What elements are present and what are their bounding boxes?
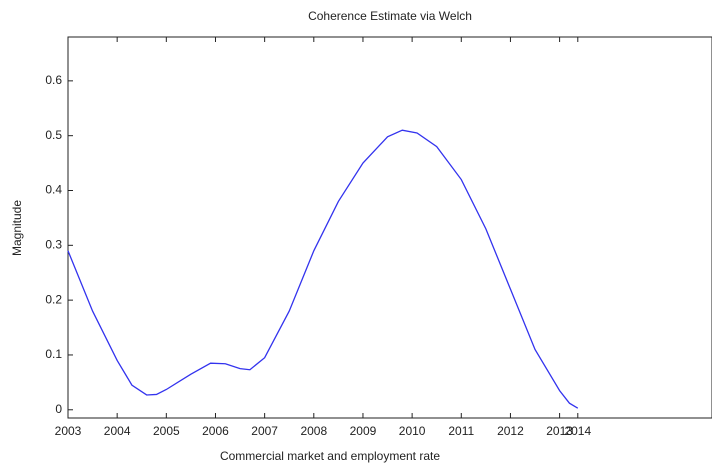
y-tick-label: 0.4 xyxy=(45,183,62,197)
y-tick-label: 0.2 xyxy=(45,292,62,306)
x-tick-label: 2006 xyxy=(202,424,229,438)
x-tick-label: 2011 xyxy=(448,424,474,438)
x-tick-label: 2003 xyxy=(55,424,82,438)
x-tick-label: 2010 xyxy=(399,424,426,438)
y-tick-label: 0 xyxy=(55,402,62,416)
y-tick-label: 0.3 xyxy=(45,237,62,251)
plot-frame xyxy=(67,36,712,419)
data-line xyxy=(67,129,579,409)
x-tick-label: 2012 xyxy=(497,424,524,438)
chart-title: Coherence Estimate via Welch xyxy=(308,9,472,23)
y-tick-label: 0.5 xyxy=(45,128,62,142)
x-tick-label: 2008 xyxy=(300,424,327,438)
x-axis-label: Commercial market and employment rate xyxy=(220,449,440,463)
x-tick-label: 2004 xyxy=(104,424,131,438)
x-tick-label: 2009 xyxy=(350,424,377,438)
y-axis-label: Magnitude xyxy=(10,200,24,256)
y-tick-label: 0.6 xyxy=(45,73,62,87)
y-tick-label: 0.1 xyxy=(45,347,62,361)
x-tick-label: 2013 xyxy=(546,424,573,438)
x-tick-label: 2005 xyxy=(153,424,180,438)
x-tick-label: 2014 xyxy=(564,424,591,438)
x-tick-label: 2007 xyxy=(251,424,278,438)
